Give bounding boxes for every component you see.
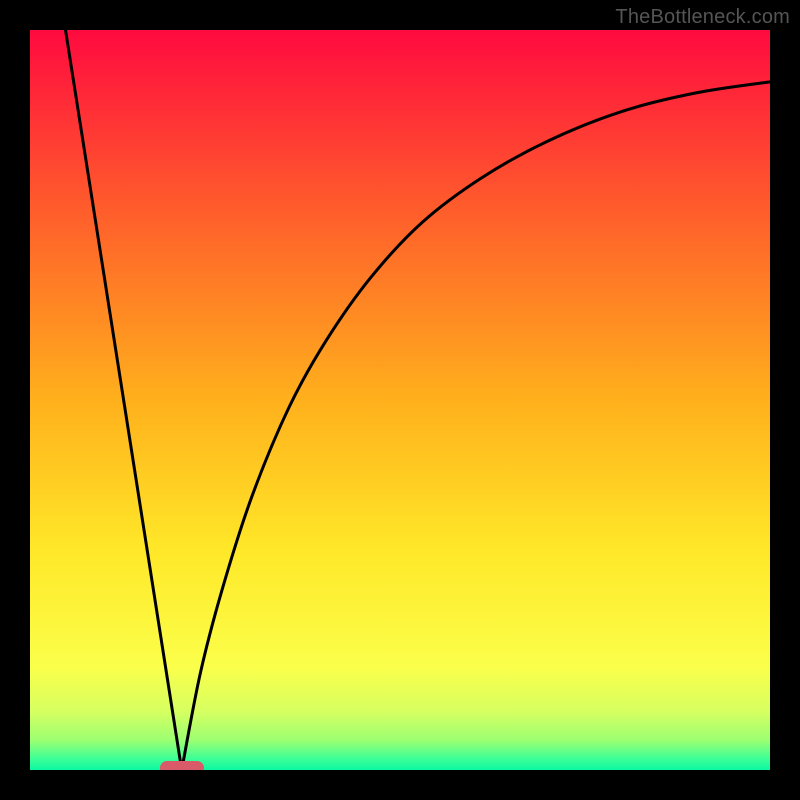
optimum-marker: [160, 761, 204, 770]
curve-path: [66, 30, 770, 770]
plot-frame: [30, 30, 770, 770]
bottleneck-curve: [30, 30, 770, 770]
attribution-label: TheBottleneck.com: [615, 6, 790, 29]
